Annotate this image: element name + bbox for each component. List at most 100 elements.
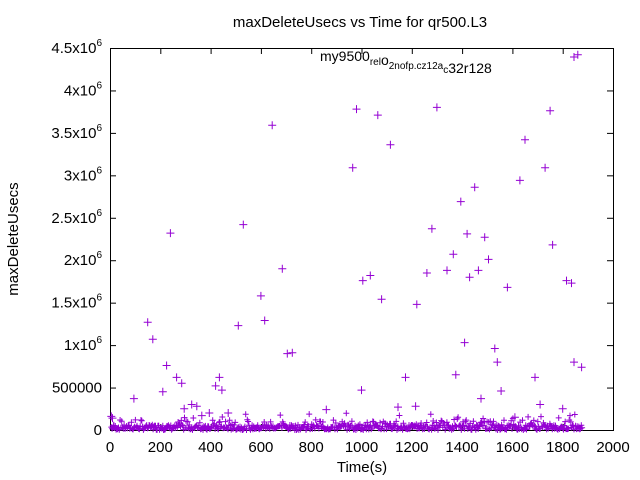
data-point-66 — [546, 106, 555, 115]
data-point-31 — [357, 386, 366, 395]
x-tick-label-8: 1600 — [496, 439, 529, 456]
legend-marker — [570, 53, 578, 61]
baseline-noise-points — [108, 410, 586, 433]
y-tick-label-1: 500000 — [52, 380, 102, 397]
data-point-63 — [531, 373, 539, 382]
data-point-55 — [484, 255, 493, 264]
x-tick-label-9: 1800 — [546, 439, 579, 456]
data-point-57 — [493, 358, 502, 367]
x-tick-label-0: 0 — [106, 439, 114, 456]
data-point-69 — [562, 276, 571, 285]
chart-title: maxDeleteUsecs vs Time for qr500.L3 — [233, 14, 487, 31]
data-point-26 — [283, 349, 292, 358]
data-point-36 — [386, 140, 395, 149]
y-tick-label-9: 4.5x106 — [51, 38, 102, 57]
data-point-20 — [234, 321, 243, 330]
data-point-21 — [239, 220, 248, 229]
data-point-40 — [412, 300, 421, 309]
y-axis-label: maxDeleteUsecs — [5, 182, 22, 295]
data-point-48 — [460, 338, 469, 347]
data-point-6 — [158, 387, 167, 396]
data-point-9 — [172, 373, 181, 382]
legend-label: my9500relo2nofp.cz12ac32r128 — [320, 48, 492, 76]
data-point-73 — [577, 363, 586, 372]
data-point-4 — [143, 318, 152, 327]
data-point-52 — [474, 266, 483, 275]
data-point-46 — [451, 370, 460, 379]
x-tick-label-7: 1400 — [445, 439, 478, 456]
data-point-41 — [422, 269, 431, 277]
x-tick-label-1: 200 — [148, 439, 173, 456]
data-point-38 — [401, 373, 410, 382]
data-point-7 — [162, 361, 171, 370]
data-point-18 — [217, 386, 226, 395]
data-point-3 — [129, 394, 138, 403]
data-point-70 — [567, 279, 576, 288]
data-point-72 — [573, 50, 582, 59]
data-point-43 — [432, 103, 441, 112]
data-point-42 — [427, 224, 436, 233]
data-point-28 — [322, 405, 331, 414]
data-point-30 — [352, 105, 361, 114]
data-point-22 — [256, 291, 265, 300]
data-point-60 — [510, 413, 519, 422]
data-point-44 — [443, 266, 451, 275]
baseline-noise-band — [108, 410, 586, 433]
data-point-32 — [358, 276, 367, 285]
x-tick-label-5: 1000 — [345, 439, 378, 456]
data-point-59 — [503, 283, 512, 292]
data-point-15 — [205, 409, 214, 417]
data-point-0 — [107, 412, 116, 421]
plot-frame — [110, 48, 614, 431]
x-tick-label-6: 1200 — [395, 439, 428, 456]
data-point-13 — [192, 402, 201, 411]
data-point-49 — [463, 229, 472, 238]
data-point-35 — [377, 295, 386, 304]
data-point-56 — [490, 344, 499, 353]
data-point-10 — [177, 379, 186, 388]
data-point-47 — [456, 197, 465, 206]
y-tick-label-2: 1x106 — [64, 335, 103, 354]
data-point-25 — [278, 264, 287, 273]
data-point-24 — [268, 121, 277, 130]
data-point-14 — [197, 411, 206, 420]
x-tick-label-4: 800 — [299, 439, 324, 456]
data-point-50 — [465, 273, 474, 282]
y-tick-label-5: 2.5x106 — [51, 208, 102, 227]
data-point-61 — [515, 176, 524, 185]
data-point-71 — [570, 358, 578, 367]
data-point-64 — [536, 400, 545, 409]
legend: my9500relo2nofp.cz12ac32r128 — [320, 48, 578, 76]
data-point-68 — [558, 404, 567, 413]
data-point-34 — [373, 111, 382, 120]
y-tick-label-7: 3.5x106 — [51, 123, 102, 142]
data-point-65 — [541, 163, 550, 172]
data-point-45 — [449, 250, 458, 259]
x-tick-label-3: 600 — [248, 439, 273, 456]
data-point-11 — [180, 404, 189, 413]
data-point-12 — [187, 400, 196, 409]
data-point-39 — [411, 402, 420, 411]
data-point-27 — [288, 348, 297, 357]
data-point-16 — [211, 381, 220, 390]
data-point-37 — [394, 403, 402, 412]
data-point-19 — [224, 409, 233, 417]
x-tick-label-2: 400 — [198, 439, 223, 456]
data-point-67 — [548, 240, 557, 249]
y-tick-label-0: 0 — [94, 422, 102, 439]
y-tick-label-6: 3x106 — [64, 165, 103, 184]
data-point-62 — [521, 135, 529, 144]
y-tick-label-8: 4x106 — [64, 80, 103, 99]
data-point-23 — [260, 316, 269, 325]
data-point-29 — [348, 163, 357, 172]
y-tick-label-4: 2x106 — [64, 250, 103, 269]
data-points — [107, 50, 586, 430]
data-point-8 — [166, 229, 175, 238]
data-point-54 — [480, 233, 489, 242]
data-point-58 — [497, 387, 506, 395]
y-tick-label-3: 1.5x106 — [51, 293, 102, 312]
data-point-51 — [470, 183, 479, 192]
data-point-5 — [148, 335, 157, 344]
data-point-17 — [215, 373, 224, 382]
